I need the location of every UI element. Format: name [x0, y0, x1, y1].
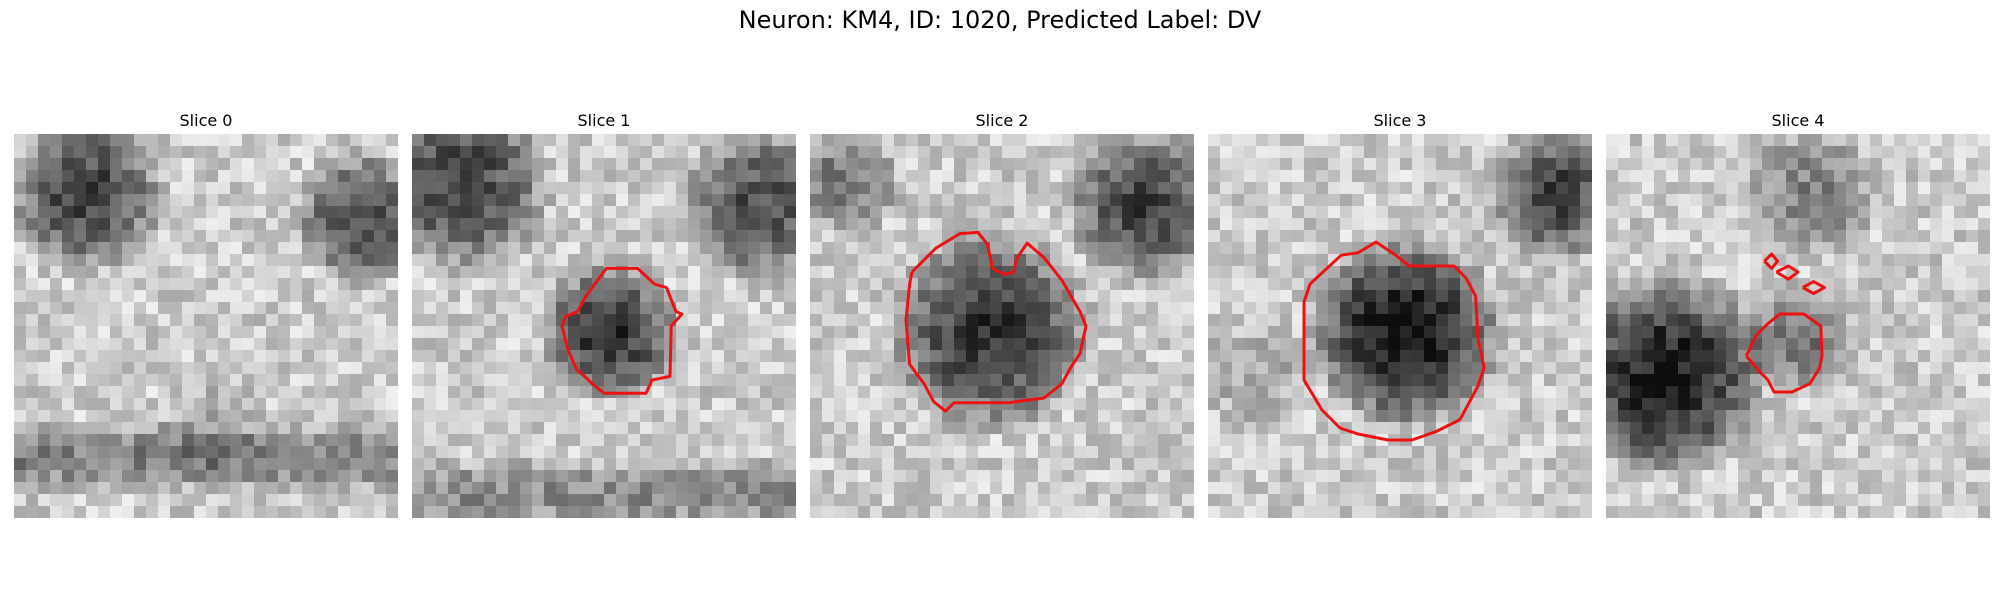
slice-panel-3: Slice 3	[1208, 108, 1592, 518]
segmentation-contour	[560, 266, 684, 395]
slice-panel-1: Slice 1	[412, 108, 796, 518]
slice-title: Slice 4	[1771, 111, 1825, 130]
pixel-grid	[412, 134, 796, 518]
segmentation-contour	[1775, 264, 1800, 281]
slice-title: Slice 1	[577, 111, 631, 130]
slice-image-0	[14, 134, 398, 518]
segmentation-contour	[1763, 252, 1780, 270]
slice-image-2	[810, 134, 1194, 518]
pixel-grid	[14, 134, 398, 518]
slice-title: Slice 3	[1373, 111, 1427, 130]
segmentation-contour	[1802, 280, 1826, 296]
slice-image-3	[1208, 134, 1592, 518]
slice-image-4	[1606, 134, 1990, 518]
pixel-grid	[810, 134, 1194, 518]
segmentation-contour	[1745, 312, 1824, 394]
slice-panel-2: Slice 2	[810, 108, 1194, 518]
slice-title: Slice 2	[975, 111, 1029, 130]
pixel-grid	[1208, 134, 1592, 518]
segmentation-contour	[904, 230, 1088, 413]
segmentation-contour	[1302, 240, 1486, 442]
slice-panel-0: Slice 0	[14, 108, 398, 518]
slice-image-1	[412, 134, 796, 518]
slice-title: Slice 0	[179, 111, 233, 130]
slice-panel-4: Slice 4	[1606, 108, 1990, 518]
figure-title: Neuron: KM4, ID: 1020, Predicted Label: …	[738, 6, 1262, 34]
pixel-grid	[1606, 134, 1990, 518]
